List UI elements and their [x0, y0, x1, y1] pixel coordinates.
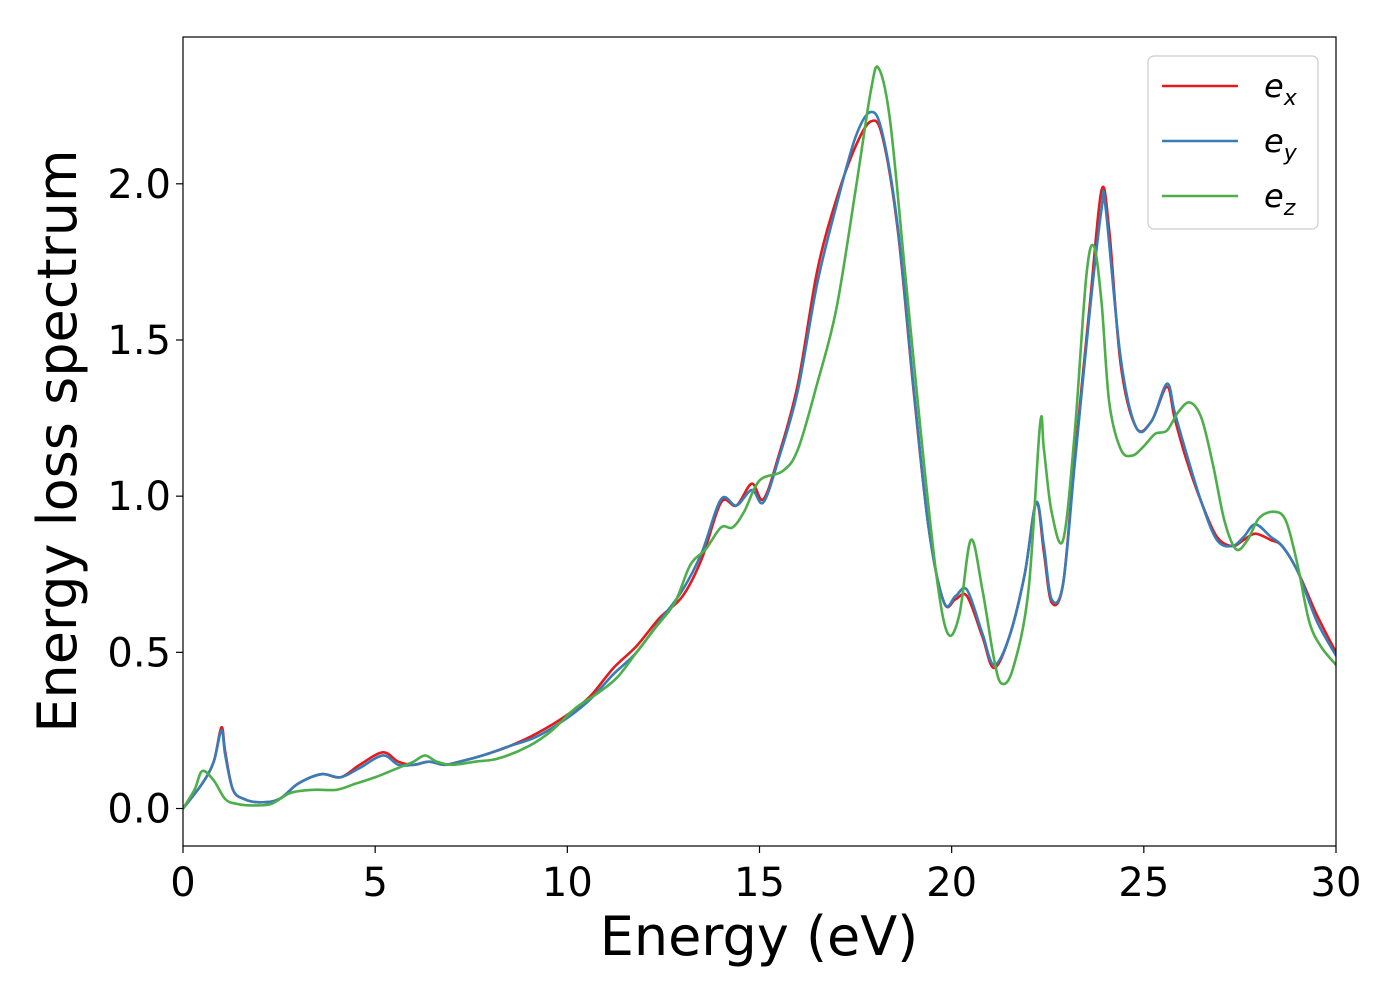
y-tick-label: 2.0	[107, 162, 171, 208]
legend-label-y: ey	[1264, 122, 1298, 166]
legend-label-z: ez	[1264, 177, 1296, 221]
y-tick-label: 0.5	[107, 630, 171, 676]
x-axis: 0 5 10 15 20 25 30	[170, 846, 1361, 906]
x-tick-label: 25	[1118, 860, 1169, 906]
y-axis-title: Energy loss spectrum	[26, 149, 89, 732]
x-tick-label: 5	[362, 860, 387, 906]
x-tick-label: 10	[542, 860, 593, 906]
x-axis-title: Energy (eV)	[600, 905, 919, 968]
series-line-y	[183, 110, 1336, 810]
x-tick-label: 20	[926, 860, 977, 906]
x-tick-label: 0	[170, 860, 195, 906]
x-tick-label: 15	[734, 860, 785, 906]
x-tick-label: 30	[1311, 860, 1362, 906]
series-layer	[183, 65, 1336, 810]
y-tick-label: 1.5	[107, 318, 171, 364]
series-line-z	[183, 65, 1336, 810]
y-tick-label: 0.0	[107, 787, 171, 833]
y-axis: 0.0 0.5 1.0 1.5 2.0	[107, 162, 183, 833]
legend-box	[1147, 55, 1319, 230]
legend-label-x: ex	[1264, 67, 1298, 111]
legend: ex ey ez	[1147, 55, 1319, 230]
y-tick-label: 1.0	[107, 474, 171, 520]
